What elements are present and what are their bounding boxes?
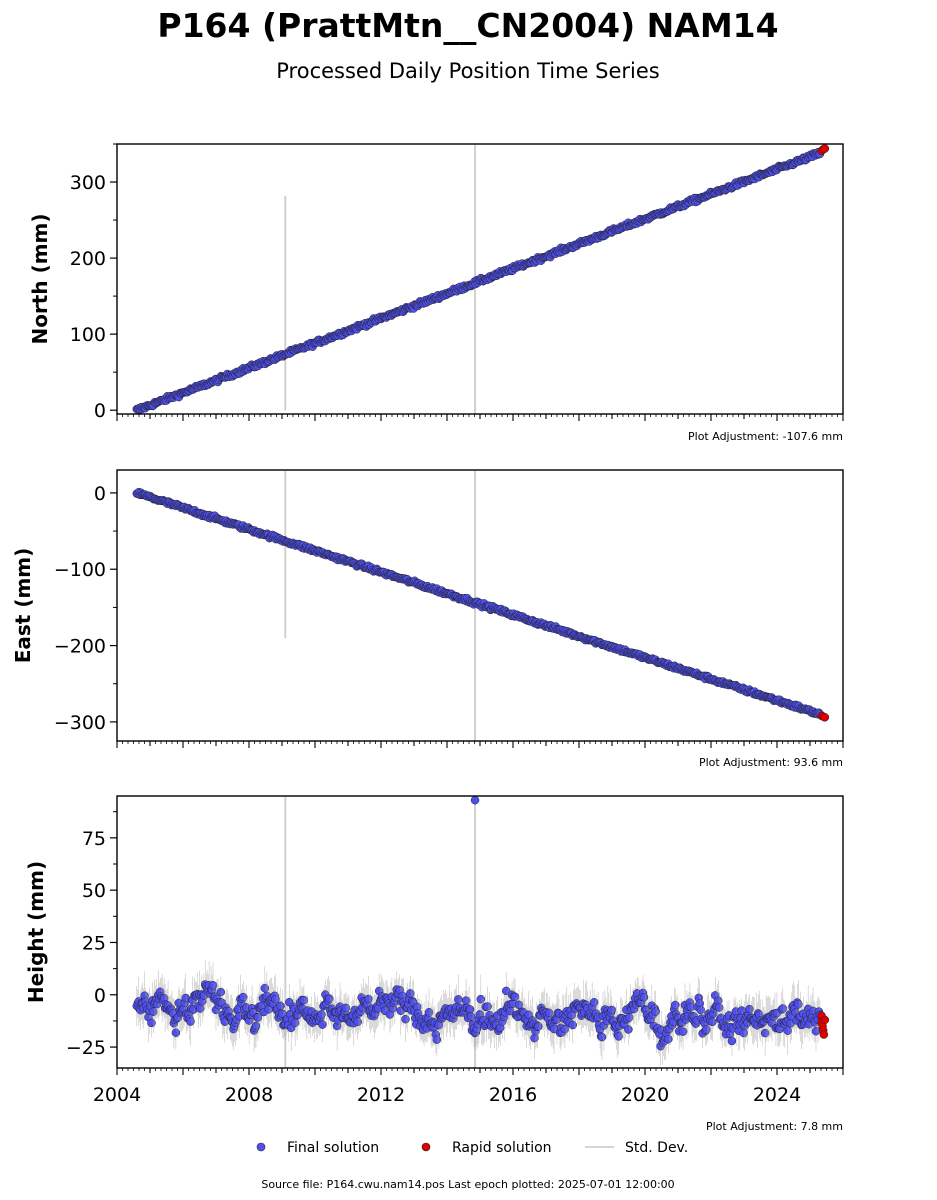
data-point (364, 994, 373, 1004)
data-point (208, 981, 218, 990)
rapid-point (819, 1030, 829, 1039)
y-axis-label: Height (mm) (24, 861, 48, 1003)
series-final-solution (132, 487, 825, 719)
plot-adjustment-label: Plot Adjustment: -107.6 mm (688, 430, 843, 443)
y-tick-label: −25 (66, 1037, 106, 1059)
data-point (171, 1028, 181, 1037)
y-tick-label: −200 (54, 636, 106, 658)
rapid-point (820, 1015, 830, 1025)
data-point (727, 1036, 737, 1046)
panel-height: −25 0 25 50 75 2004 2008 2012 2016 2020 2024 Height… (24, 795, 844, 1133)
data-point (811, 1026, 821, 1036)
data-point (432, 1035, 442, 1044)
plot-adjustment-label: Plot Adjustment: 93.6 mm (699, 756, 843, 769)
chart-subtitle: Processed Daily Position Time Series (276, 59, 660, 83)
y-tick-label: 50 (82, 880, 106, 902)
data-point (534, 1022, 543, 1031)
data-point (318, 1020, 327, 1029)
x-tick-label: 2004 (93, 1084, 141, 1106)
series-rapid-solution (817, 1011, 830, 1039)
data-point (271, 994, 280, 1004)
legend-rapid-label: Rapid solution (452, 1140, 552, 1156)
rapid-point (820, 144, 830, 153)
panel-east: 0 −100 −200 −300 East (mm) Plot Adjustment: 9… (11, 469, 844, 769)
data-point (678, 1027, 688, 1036)
series-final-solution (132, 960, 825, 1066)
x-tick-label: 2012 (357, 1084, 405, 1106)
y-tick-label: 0 (94, 400, 106, 422)
y-tick-label: 200 (70, 248, 106, 270)
legend: Final solution Rapid solution Std. Dev. (256, 1140, 688, 1156)
series-final-solution-outlier (470, 795, 480, 805)
legend-rapid-marker (421, 1142, 431, 1152)
legend-final-marker (256, 1142, 266, 1152)
y-tick-label: 25 (82, 932, 106, 954)
x-tick-label: 2008 (225, 1084, 273, 1106)
data-point (607, 1005, 616, 1015)
panel-north: 0 100 200 300 North (mm) Plot Adjustment: -10… (28, 143, 844, 443)
data-point (276, 1001, 285, 1011)
data-point (470, 795, 480, 805)
legend-final-label: Final solution (287, 1140, 379, 1156)
rapid-point (820, 713, 830, 722)
data-point (251, 1021, 261, 1031)
y-axis-label: East (mm) (11, 548, 35, 664)
data-point (597, 1032, 607, 1042)
data-point (624, 1025, 633, 1034)
x-tick-label: 2020 (621, 1084, 669, 1106)
plot-adjustment-label: Plot Adjustment: 7.8 mm (706, 1120, 843, 1133)
y-tick-label: 0 (94, 483, 106, 505)
chart-title: P164 (PrattMtn__CN2004) NAM14 (157, 6, 778, 45)
data-point (664, 1034, 673, 1044)
x-tick-label: 2024 (753, 1084, 801, 1106)
y-tick-label: −300 (54, 712, 106, 734)
x-tick-label: 2016 (489, 1084, 537, 1106)
y-tick-label: 75 (82, 828, 106, 850)
series-rapid-solution (817, 144, 830, 156)
legend-stddev-label: Std. Dev. (625, 1140, 688, 1156)
y-tick-label: 100 (70, 324, 106, 346)
y-tick-label: 0 (94, 985, 106, 1007)
data-point (708, 1017, 717, 1027)
y-tick-label: 300 (70, 172, 106, 194)
y-axis-label: North (mm) (28, 213, 52, 344)
source-footer: Source file: P164.cwu.nam14.pos Last epo… (261, 1178, 674, 1191)
data-point (216, 987, 226, 997)
series-final-solution (132, 148, 825, 414)
series-rapid-solution (817, 711, 830, 722)
panels: 0 100 200 300 North (mm) Plot Adjustment: -10… (11, 143, 844, 1133)
y-tick-label: −100 (54, 559, 106, 581)
